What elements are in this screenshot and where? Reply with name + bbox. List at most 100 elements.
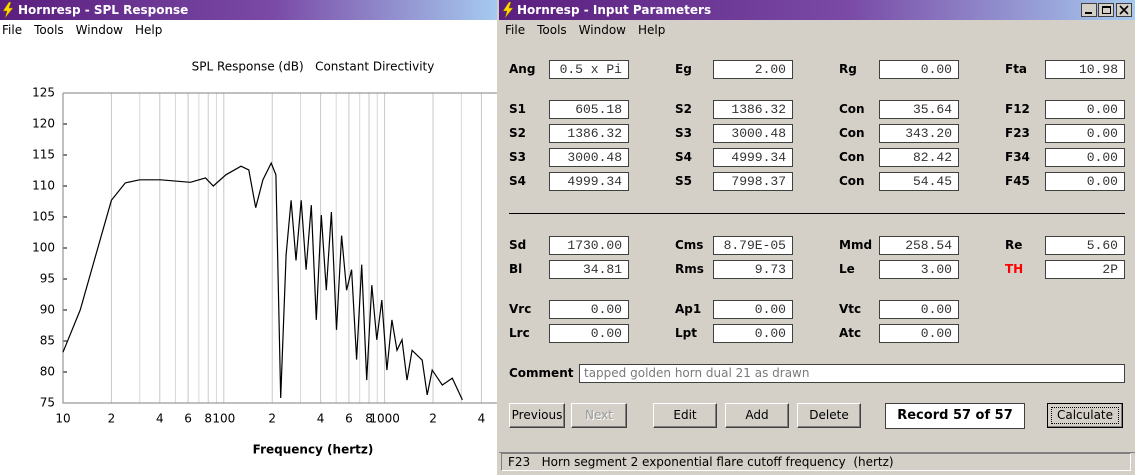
field-label: S2 bbox=[509, 126, 526, 140]
minimize-button[interactable] bbox=[1081, 3, 1097, 17]
close-button[interactable] bbox=[1116, 3, 1132, 17]
field-label: Cms bbox=[675, 238, 704, 252]
field-input[interactable]: 8.79E-05 bbox=[713, 236, 793, 255]
button[interactable]: Edit bbox=[653, 403, 717, 428]
y-tick-label: 90 bbox=[40, 303, 55, 317]
y-tick-label: 95 bbox=[40, 272, 55, 286]
field-label: Lpt bbox=[675, 326, 697, 340]
field-input[interactable]: 10.98 bbox=[1045, 60, 1125, 79]
menu-item[interactable]: Help bbox=[134, 23, 163, 37]
x-tick-label: 4 bbox=[156, 412, 164, 426]
field-label: S4 bbox=[675, 150, 692, 164]
field-input[interactable]: 0.00 bbox=[879, 60, 959, 79]
app-icon bbox=[502, 2, 514, 18]
field-input[interactable]: 0.00 bbox=[549, 300, 629, 319]
button[interactable]: Add bbox=[725, 403, 789, 428]
y-tick-label: 110 bbox=[32, 179, 55, 193]
field-input[interactable]: 258.54 bbox=[879, 236, 959, 255]
x-tick-label: 8 bbox=[204, 412, 212, 426]
menu-item[interactable]: File bbox=[2, 23, 23, 37]
field-input[interactable]: 82.42 bbox=[879, 148, 959, 167]
field-input[interactable]: 3000.48 bbox=[549, 148, 629, 167]
field-label: Con bbox=[839, 174, 865, 188]
field-input[interactable]: 0.00 bbox=[879, 300, 959, 319]
field-input[interactable]: 5.60 bbox=[1045, 236, 1125, 255]
x-tick-label: 10 bbox=[55, 412, 70, 426]
y-tick-label: 75 bbox=[40, 396, 55, 410]
field-label: Rg bbox=[839, 62, 857, 76]
field-input[interactable]: 1386.32 bbox=[713, 100, 793, 119]
menu-item[interactable]: File bbox=[505, 23, 526, 37]
x-tick-label: 4 bbox=[317, 412, 325, 426]
menu-item[interactable]: Tools bbox=[34, 23, 64, 37]
chart: SPL Response (dB) Constant Directivity F… bbox=[32, 60, 497, 457]
field-input[interactable]: 4999.34 bbox=[549, 172, 629, 191]
status-bar: F23 Horn segment 2 exponential flare cut… bbox=[501, 453, 1131, 471]
menu-item[interactable]: Window bbox=[75, 23, 123, 37]
x-tick-label: 6 bbox=[184, 412, 192, 426]
menu-item[interactable]: Window bbox=[578, 23, 626, 37]
field-input[interactable]: 605.18 bbox=[549, 100, 629, 119]
axis-frame bbox=[62, 92, 497, 404]
field-label: Vrc bbox=[509, 302, 532, 316]
field-input[interactable]: 3.00 bbox=[879, 260, 959, 279]
field-input[interactable]: 0.00 bbox=[549, 324, 629, 343]
field-input[interactable]: 2.00 bbox=[713, 60, 793, 79]
chart-menu: File Tools Window Help bbox=[2, 21, 174, 39]
comment-label: Comment bbox=[509, 366, 574, 380]
y-tick-label: 85 bbox=[40, 334, 55, 348]
field-input[interactable]: 34.81 bbox=[549, 260, 629, 279]
menu-item[interactable]: Help bbox=[637, 23, 666, 37]
menu-item[interactable]: Tools bbox=[537, 23, 567, 37]
chart-title: SPL Response (dB) Constant Directivity bbox=[192, 60, 435, 74]
button[interactable]: Calculate bbox=[1047, 403, 1123, 428]
app-icon bbox=[2, 2, 14, 18]
field-label: Con bbox=[839, 150, 865, 164]
field-label: F12 bbox=[1005, 102, 1030, 116]
field-input[interactable]: 0.00 bbox=[713, 300, 793, 319]
field-input[interactable]: 343.20 bbox=[879, 124, 959, 143]
field-label: S4 bbox=[509, 174, 526, 188]
x-tick-label: 6 bbox=[345, 412, 353, 426]
field-input[interactable]: 0.00 bbox=[1045, 148, 1125, 167]
field-input[interactable]: 35.64 bbox=[879, 100, 959, 119]
field-label: F45 bbox=[1005, 174, 1030, 188]
field-label: Re bbox=[1005, 238, 1023, 252]
chart-window-title: Hornresp - SPL Response bbox=[0, 0, 497, 20]
field-input[interactable]: 4999.34 bbox=[713, 148, 793, 167]
field-label: S3 bbox=[509, 150, 526, 164]
field-input[interactable]: 2P bbox=[1045, 260, 1125, 279]
field-input[interactable]: 0.00 bbox=[1045, 100, 1125, 119]
x-tick-label: 4 bbox=[478, 412, 486, 426]
field-label: Le bbox=[839, 262, 855, 276]
window-controls[interactable] bbox=[1081, 3, 1133, 18]
y-tick-label: 80 bbox=[40, 365, 55, 379]
field-input[interactable]: 0.00 bbox=[713, 324, 793, 343]
field-input[interactable]: 54.45 bbox=[879, 172, 959, 191]
x-tick-label: 2 bbox=[108, 412, 116, 426]
spl-curve bbox=[62, 161, 463, 401]
y-tick-label: 125 bbox=[32, 86, 55, 100]
field-label: Con bbox=[839, 102, 865, 116]
x-tick-label: 1000 bbox=[369, 412, 400, 426]
field-label: Atc bbox=[839, 326, 862, 340]
field-label: Sd bbox=[509, 238, 527, 252]
field-input[interactable]: 1730.00 bbox=[549, 236, 629, 255]
field-input[interactable]: 0.00 bbox=[879, 324, 959, 343]
field-input[interactable]: 3000.48 bbox=[713, 124, 793, 143]
field-input[interactable]: 0.00 bbox=[1045, 124, 1125, 143]
button[interactable]: Delete bbox=[797, 403, 861, 428]
field-label: Bl bbox=[509, 262, 523, 276]
field-input[interactable]: 1386.32 bbox=[549, 124, 629, 143]
button[interactable]: Previous bbox=[509, 403, 565, 428]
field-input[interactable]: 9.73 bbox=[713, 260, 793, 279]
field-input[interactable]: 0.00 bbox=[1045, 172, 1125, 191]
record-indicator: Record 57 of 57 bbox=[885, 403, 1025, 429]
field-label: F34 bbox=[1005, 150, 1030, 164]
comment-input[interactable]: tapped golden horn dual 21 as drawn bbox=[579, 364, 1125, 383]
field-label: S5 bbox=[675, 174, 692, 188]
maximize-button[interactable] bbox=[1098, 3, 1114, 17]
field-input[interactable]: 7998.37 bbox=[713, 172, 793, 191]
field-input[interactable]: 0.5 x Pi bbox=[549, 60, 629, 79]
